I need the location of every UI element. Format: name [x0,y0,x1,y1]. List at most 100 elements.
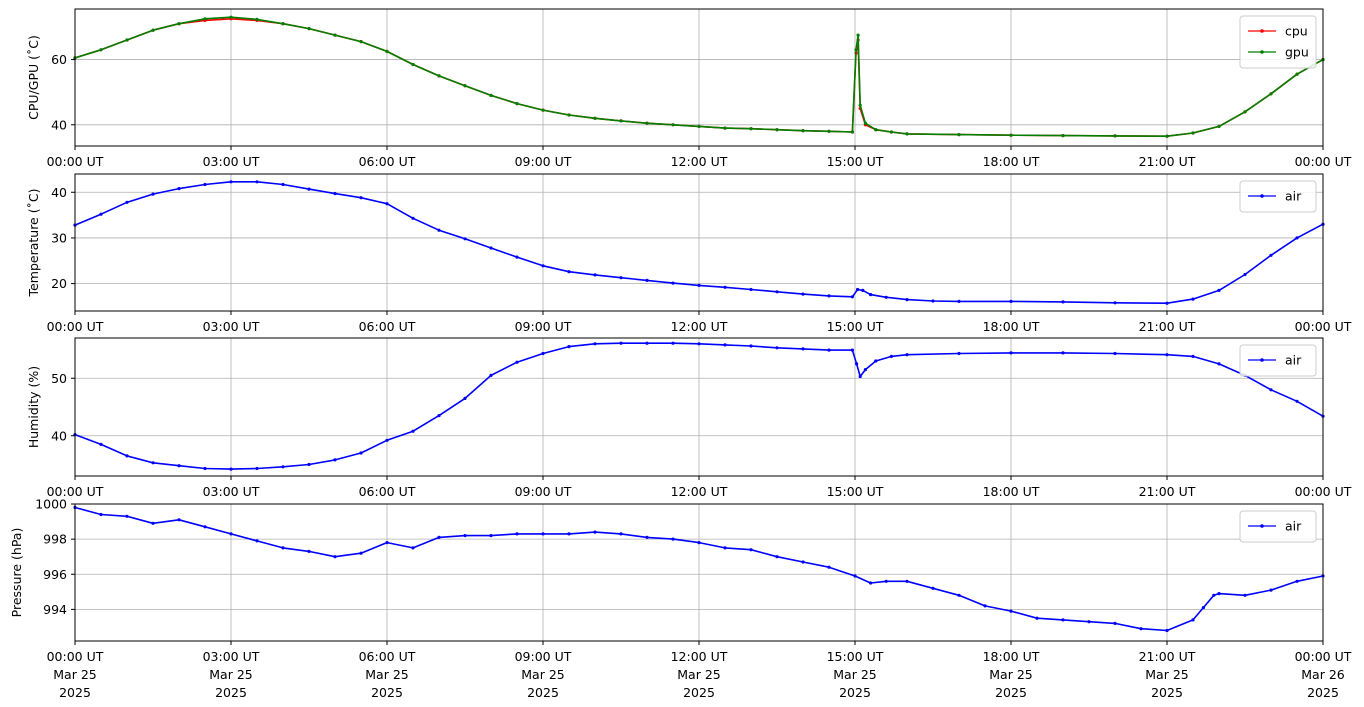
y-tick-label: 20 [51,276,67,291]
x-tick-label: 03:00 UT [203,319,260,334]
x-tick-label: 00:00 UT [1295,319,1352,334]
data-point-gpu [697,124,701,128]
data-point-air [255,466,259,471]
x-tick-label: 21:00 UT [1139,649,1196,664]
data-point-gpu [177,22,181,26]
data-point-air [463,396,467,400]
data-point-air [931,299,935,303]
y-tick-label: 40 [51,428,67,443]
x-tick-label: 15:00 UT [827,484,884,499]
data-point-air [697,342,701,346]
legend-label-air: air [1285,189,1302,204]
data-point-gpu [874,128,878,132]
data-point-air [281,182,285,187]
x-tick-label: 03:00 UT [203,649,260,664]
data-point-air [671,281,675,285]
data-point-air [1165,628,1169,633]
data-point-air [333,192,337,196]
data-point-air [1217,362,1221,366]
data-point-air [1201,606,1205,610]
data-point-air [177,187,181,191]
data-point-air [1269,588,1273,592]
data-point-air [411,216,415,220]
data-point-air [229,180,233,184]
data-point-air [1165,353,1169,357]
x-tick-date-label: Mar 25 [521,667,564,682]
x-tick-label: 18:00 UT [983,319,1040,334]
data-point-air [385,438,389,442]
data-point-gpu [1243,110,1247,114]
x-tick-label: 00:00 UT [1295,154,1352,169]
data-point-air [203,525,207,529]
data-point-gpu [489,93,493,97]
y-tick-label: 996 [43,567,67,582]
data-point-air [281,465,285,469]
data-point-air [515,532,519,536]
data-point-air [723,285,727,289]
data-point-gpu [723,126,727,130]
data-point-air [229,532,233,536]
x-tick-date-label: Mar 25 [989,667,1032,682]
data-point-air [437,228,441,232]
y-axis-label: CPU/GPU (˚C) [26,35,41,120]
x-tick-year-label: 2025 [1307,685,1339,700]
data-point-air [1295,399,1299,403]
x-tick-label: 00:00 UT [47,484,104,499]
x-tick-label: 12:00 UT [671,484,728,499]
legend-marker-air [1260,358,1264,362]
x-tick-year-label: 2025 [371,685,403,700]
data-point-gpu [203,17,207,21]
data-point-air [619,276,623,280]
data-point-air [850,295,855,299]
y-axis-label: Pressure (hPa) [9,528,24,618]
x-tick-label: 12:00 UT [671,649,728,664]
data-point-air [1009,299,1013,303]
data-point-air [853,574,857,578]
legend: air [1239,510,1317,543]
data-point-air [645,535,649,540]
x-tick-date-label: Mar 25 [53,667,96,682]
y-axis-label: Temperature (˚C) [26,189,41,298]
data-point-air [255,180,259,184]
data-point-air [855,362,859,366]
data-point-air [1061,351,1065,355]
data-point-gpu [385,49,389,54]
data-point-air [884,295,888,299]
y-tick-label: 40 [51,185,67,200]
data-point-air [775,290,779,294]
data-point-air [151,461,155,465]
data-point-air [858,374,862,379]
x-tick-label: 18:00 UT [983,484,1040,499]
data-point-gpu [229,15,233,19]
data-point-gpu [1217,124,1221,128]
data-point-air [1269,388,1273,392]
data-point-air [255,539,259,543]
data-point-air [1217,288,1221,292]
data-point-air [515,360,519,364]
data-point-air [463,534,467,538]
data-point-air [151,192,155,196]
chart-panel-3: 40 50 Humidity (%) 00:00 UT 03:00 UT 06:00 UT… [26,337,1352,499]
data-point-air [463,237,467,241]
data-point-gpu [437,74,441,78]
data-point-gpu [749,127,753,131]
x-tick-label: 06:00 UT [359,484,416,499]
data-point-air [307,549,311,554]
x-tick-label: 15:00 UT [827,154,884,169]
data-point-air [333,555,337,559]
x-tick-year-label: 2025 [839,685,871,700]
data-point-air [437,535,441,540]
data-point-air [749,344,753,348]
data-point-air [99,512,103,517]
data-point-gpu [1061,134,1065,138]
x-tick-label: 09:00 UT [515,649,572,664]
x-tick-label: 15:00 UT [827,649,884,664]
data-point-air [489,373,493,377]
x-tick-label: 00:00 UT [1295,484,1352,499]
data-point-air [801,560,805,564]
legend: air [1239,180,1317,213]
data-point-gpu [854,48,858,52]
data-point-air [1035,616,1039,620]
data-point-gpu [99,48,103,52]
x-tick-label: 12:00 UT [671,319,728,334]
